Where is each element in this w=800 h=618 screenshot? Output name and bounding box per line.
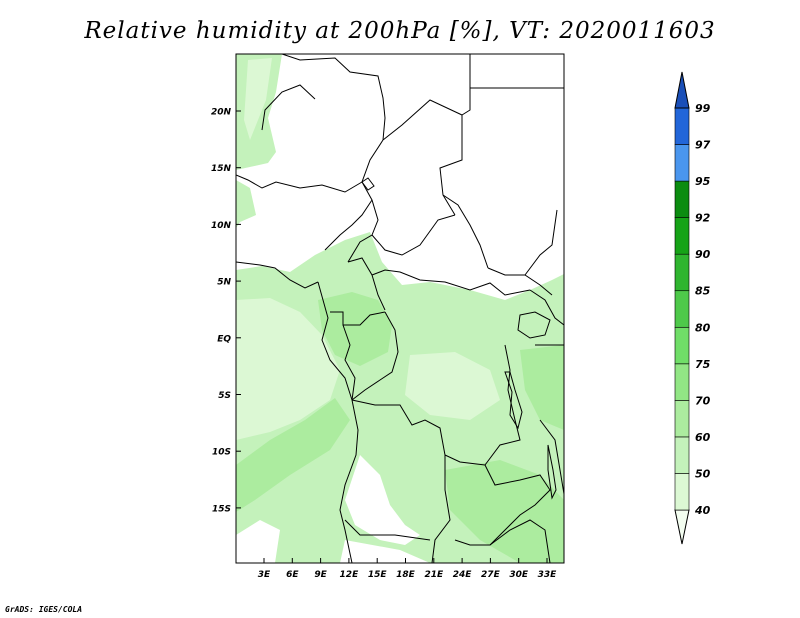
border-south-sudan-drc: [487, 267, 553, 296]
colorbar-level-label: 99: [695, 102, 711, 115]
humidity-area-east: [520, 345, 564, 430]
border-sudan-chad: [442, 194, 489, 269]
border-zimbabwe: [489, 519, 551, 563]
border-gabon: [330, 311, 386, 326]
lake-tanganyika: [504, 371, 523, 430]
colorbar-segment: [674, 253, 690, 292]
colorbar-level-label: 40: [694, 504, 711, 517]
lat-tick-label: 15S: [212, 504, 231, 514]
humidity-area-nw-light: [244, 58, 272, 140]
border-zambia: [454, 464, 551, 546]
country-borders: [236, 54, 564, 563]
grads-credit: GrADS: IGES/COLA: [5, 605, 83, 614]
colorbar-upper-triangle: [674, 71, 690, 109]
humidity-area-gabon-core: [318, 292, 392, 366]
border-cameroon-car: [347, 257, 386, 311]
border-chad-west: [347, 139, 384, 263]
lon-tick-label: 30E: [509, 570, 529, 580]
latitude-axis: 20N 15N 10N 5N EQ 5S 10S 15S: [211, 108, 241, 514]
colorbar-segment: [674, 217, 690, 255]
border-nigeria-cameroon: [324, 199, 373, 251]
border-uganda-kenya: [529, 289, 564, 326]
border-libya-south: [382, 99, 463, 216]
humidity-area-zambia: [445, 460, 564, 563]
humidity-area-west: [236, 180, 256, 228]
lat-tick-label: 10S: [212, 448, 231, 458]
humidity-area-main-light: [236, 298, 340, 440]
colorbar-segment: [674, 107, 690, 145]
border-car-chad: [371, 214, 456, 256]
border-gabon-congo: [342, 324, 356, 401]
colorbar-segment: [674, 180, 690, 218]
humidity-gap-south: [340, 540, 430, 563]
colorbar-segment: [674, 290, 690, 328]
border-drc-angola: [351, 399, 486, 466]
colorbar-segment: [674, 400, 690, 438]
map-frame: [235, 53, 565, 564]
coast-west-africa: [236, 261, 319, 289]
colorbar-level-label: 80: [695, 321, 711, 334]
colorbar-segment: [674, 144, 690, 182]
colorbar-segment: [674, 326, 690, 365]
colorbar: 40 50 60 70 75 80 85 90 92 95 97 99: [674, 71, 711, 545]
lat-tick-label: 5S: [218, 391, 231, 401]
coast-angola: [339, 399, 359, 563]
humidity-gap-angola: [345, 455, 420, 545]
border-angola-zambia: [431, 455, 451, 563]
border-niger-nigeria: [236, 174, 363, 193]
lat-tick-label: EQ: [217, 334, 231, 344]
colorbar-level-label: 97: [695, 139, 711, 152]
colorbar-level-label: 60: [695, 431, 711, 444]
border-libya-egypt: [461, 54, 471, 116]
border-mozambique: [539, 419, 564, 498]
colorbar-level-label: 50: [695, 467, 711, 480]
lat-tick-label: 10N: [211, 221, 232, 231]
coast-cameroon-gabon: [317, 281, 353, 401]
colorbar-level-label: 70: [695, 394, 711, 407]
border-drc-east: [484, 344, 521, 466]
lon-tick-label: 33E: [538, 570, 558, 580]
border-congo-drc: [351, 311, 399, 401]
colorbar-segment: [674, 473, 690, 511]
lon-tick-label: 12E: [340, 570, 360, 580]
colorbar-level-label: 90: [695, 248, 711, 261]
lake-malawi: [547, 444, 557, 500]
border-car-drc: [371, 269, 531, 296]
border-namibia: [344, 519, 431, 541]
border-algeria-libya: [281, 54, 386, 141]
border-sudan-east: [524, 209, 558, 276]
map-title: Relative humidity at 200hPa [%], VT: 202…: [84, 18, 716, 44]
lon-tick-label: 3E: [258, 570, 271, 580]
lon-tick-label: 6E: [286, 570, 299, 580]
colorbar-level-label: 85: [695, 285, 711, 298]
lon-tick-label: 9E: [314, 570, 327, 580]
lat-tick-label: 15N: [211, 164, 232, 174]
colorbar-level-label: 95: [695, 175, 711, 188]
lon-tick-label: 21E: [424, 570, 444, 580]
lat-tick-label: 20N: [211, 108, 232, 118]
lake-chad: [361, 177, 375, 191]
lake-victoria: [517, 311, 551, 339]
border-niger-chad-north: [261, 84, 316, 131]
humidity-shading: [236, 54, 564, 563]
colorbar-lower-triangle: [674, 509, 690, 545]
lon-tick-label: 15E: [368, 570, 388, 580]
lat-tick-label: 5N: [217, 278, 231, 288]
longitude-axis: 3E 6E 9E 12E 15E 18E 21E 24E 27E 30E 33E: [258, 558, 557, 580]
lon-tick-label: 24E: [453, 570, 473, 580]
humidity-gap-se: [236, 520, 280, 563]
lon-tick-label: 27E: [481, 570, 501, 580]
colorbar-level-label: 92: [695, 212, 711, 225]
colorbar-segment: [674, 363, 690, 401]
humidity-area-sw-band: [236, 398, 350, 512]
colorbar-level-label: 75: [695, 358, 711, 371]
lon-tick-label: 18E: [396, 570, 416, 580]
humidity-area-congo-light: [405, 352, 500, 420]
colorbar-segment: [674, 436, 690, 474]
